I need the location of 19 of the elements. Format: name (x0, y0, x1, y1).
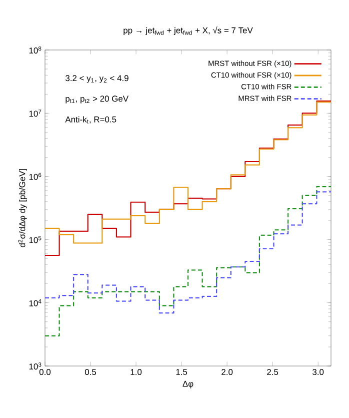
y-tick-label: 10$^{7}$ (29, 110, 42, 117)
y-tick-label: 10$^{8}$ (29, 46, 42, 54)
annotation: p$_{t1}$, p$_{t2}$ > 20 GeV (66, 96, 129, 104)
y-axis-title: d$^{2}$σ/dΔφ dy [pb/GeV] (18, 169, 27, 248)
x-tick-label: 2.5 (267, 369, 278, 376)
annotation: Anti-k$_{t}$, R=0.5 (65, 116, 116, 124)
x-axis-title: Δφ (182, 380, 194, 388)
y-tick-label: 10$^{3}$ (29, 362, 42, 370)
chart-title: pp → jet$_{fwd}$ + jet$_{fwd}$ + X, √s = 7 TeV (124, 26, 253, 36)
x-tick-label: 1.0 (130, 369, 142, 376)
x-tick-label: 3.0 (312, 369, 324, 376)
x-tick-label: 2.0 (222, 369, 233, 376)
y-tick-label: 10$^{5}$ (29, 236, 42, 244)
x-tick-label: 0.0 (39, 369, 51, 376)
y-tick-label: 10$^{4}$ (29, 299, 42, 306)
x-tick-label: 1.5 (176, 369, 188, 375)
y-tick-label: 10$^{6}$ (29, 172, 42, 180)
x-tick-label: 0.5 (84, 369, 96, 376)
annotation: 3.2 < y$_{1}$, y$_{2}$ < 4.9 (66, 75, 128, 83)
